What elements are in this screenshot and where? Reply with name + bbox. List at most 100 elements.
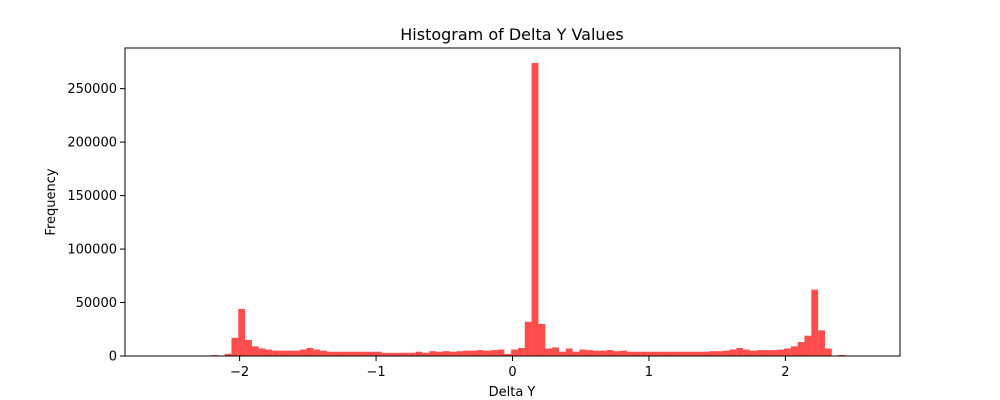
y-axis-label: Frequency: [44, 168, 59, 235]
histogram-bar: [395, 352, 402, 356]
histogram-bar: [606, 350, 614, 356]
histogram-bar: [586, 350, 593, 356]
histogram-bar: [804, 335, 812, 356]
histogram-bar: [251, 346, 259, 357]
histogram-bar: [511, 349, 518, 356]
histogram-bar: [326, 351, 334, 356]
histogram-bar: [354, 351, 362, 356]
histogram-bar: [640, 351, 648, 356]
histogram-bar: [477, 350, 484, 356]
y-tick-label: 100000: [67, 243, 117, 258]
histogram-bar: [579, 349, 587, 356]
histogram-bar: [490, 350, 498, 356]
histogram-bar: [824, 348, 832, 356]
histogram-bar: [722, 350, 730, 356]
histogram-bar: [408, 352, 416, 356]
histogram-bar: [620, 350, 628, 356]
y-tick-label: 50000: [76, 296, 117, 311]
histogram-bar: [258, 348, 266, 356]
histogram-bar: [320, 350, 327, 356]
histogram-bar: [743, 349, 750, 356]
histogram-bar: [818, 330, 825, 356]
histogram-bar: [231, 337, 239, 356]
histogram-bar: [593, 350, 600, 356]
histogram-bar: [702, 351, 709, 356]
histogram-bar: [674, 351, 682, 356]
histogram-bar: [531, 62, 539, 356]
histogram-bar: [552, 347, 559, 356]
histogram-bar: [749, 350, 757, 356]
histogram-bar: [708, 351, 716, 356]
histogram-bar: [292, 350, 300, 356]
histogram-bar: [763, 350, 771, 356]
histogram-bar: [633, 351, 641, 356]
x-tick-label: 0: [508, 365, 516, 380]
histogram-bar: [517, 347, 525, 356]
x-axis-label: Delta Y: [489, 385, 536, 400]
histogram-bar: [729, 349, 737, 356]
histogram-bar: [483, 350, 491, 356]
histogram-bar: [340, 351, 348, 356]
histogram-bar: [661, 351, 669, 356]
histogram-bars: [210, 62, 846, 357]
histogram-bar: [770, 350, 778, 356]
histogram-bar: [538, 323, 546, 356]
histogram-bar: [654, 351, 662, 356]
histogram-bar: [777, 349, 785, 356]
histogram-bar: [784, 348, 791, 356]
histogram-bar: [401, 352, 409, 356]
histogram-bar: [613, 351, 621, 356]
x-axis-ticks: −2 −1 0 1 2: [230, 356, 790, 380]
histogram-bar: [361, 351, 368, 356]
histogram-bar: [429, 351, 437, 356]
histogram-bar: [797, 342, 805, 356]
y-tick-label: 150000: [67, 189, 117, 204]
histogram-bar: [497, 349, 505, 356]
histogram-bar: [333, 351, 341, 356]
chart-title: Histogram of Delta Y Values: [400, 25, 624, 44]
histogram-bar: [668, 351, 675, 356]
x-tick-label: −1: [366, 365, 385, 380]
histogram-bar: [415, 351, 423, 356]
histogram-bar: [381, 352, 389, 356]
histogram-bar: [279, 350, 286, 356]
histogram-bar: [811, 289, 819, 356]
histogram-bar: [838, 354, 846, 356]
histogram-bar: [715, 351, 723, 356]
histogram-bar: [449, 351, 457, 356]
histogram-bar: [238, 308, 246, 356]
histogram-bar: [695, 351, 703, 356]
histogram-bar: [463, 350, 471, 356]
histogram-bar: [599, 350, 607, 356]
histogram-bar: [756, 350, 764, 356]
y-tick-label: 250000: [67, 82, 117, 97]
histogram-bar: [647, 351, 655, 356]
histogram-bar: [224, 353, 232, 356]
histogram-bar: [681, 351, 689, 356]
y-tick-label: 0: [109, 350, 117, 365]
histogram-bar: [545, 348, 553, 356]
histogram-bar: [272, 350, 280, 356]
histogram-bar: [790, 346, 798, 357]
histogram-bar: [299, 349, 307, 356]
x-tick-label: 2: [781, 365, 789, 380]
x-tick-label: 1: [645, 365, 653, 380]
histogram-bar: [524, 321, 532, 356]
histogram-bar: [736, 347, 744, 356]
histogram-bar: [388, 352, 396, 356]
x-tick-label: −2: [230, 365, 249, 380]
histogram-bar: [442, 351, 450, 356]
histogram-bar: [286, 350, 293, 356]
histogram-bar: [347, 351, 355, 356]
histogram-bar: [265, 349, 273, 356]
histogram-bar: [422, 352, 430, 356]
histogram-bar: [470, 350, 478, 356]
histogram-bar: [572, 351, 580, 356]
histogram-bar: [627, 351, 634, 356]
y-tick-label: 200000: [67, 136, 117, 151]
histogram-bar: [688, 351, 696, 356]
histogram-bar: [245, 339, 252, 356]
histogram-bar: [456, 351, 464, 356]
histogram-bar: [374, 351, 382, 356]
